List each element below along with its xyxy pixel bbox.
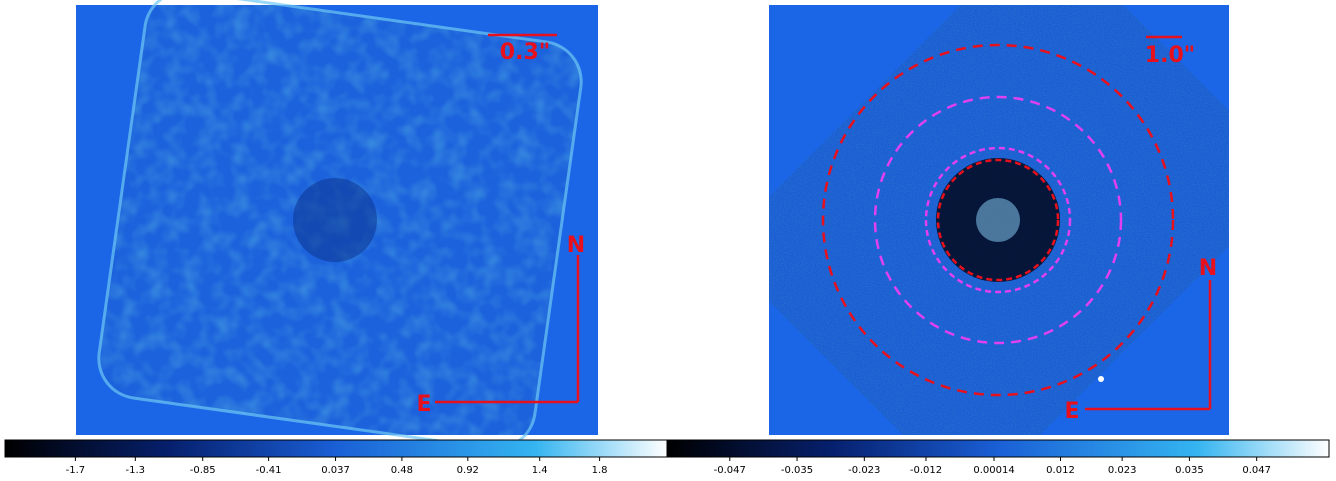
colorbar — [4, 439, 668, 458]
companion — [1098, 376, 1104, 382]
tick-label: 1.8 — [592, 465, 608, 476]
tick-label: 0.047 — [1242, 465, 1271, 476]
east-label: E — [1064, 399, 1079, 424]
north-label: N — [567, 233, 585, 258]
scale-label: 0.3" — [500, 40, 550, 65]
tick-label: 0.92 — [457, 465, 479, 476]
tick-label: 0.012 — [1046, 465, 1075, 476]
tick-label: 0.48 — [391, 465, 413, 476]
tick-label: -1.3 — [126, 465, 146, 476]
tick-label: 0.023 — [1108, 465, 1137, 476]
tick-label: 0.00014 — [973, 465, 1014, 476]
tick-label: 0.035 — [1175, 465, 1204, 476]
tick-label: -0.023 — [848, 465, 880, 476]
tick-label: -0.047 — [714, 465, 746, 476]
north-label: N — [1199, 256, 1217, 281]
tick-label: -1.7 — [66, 465, 86, 476]
left-edge — [97, 0, 583, 450]
tick-label: -0.012 — [910, 465, 942, 476]
left-texture — [93, 5, 587, 435]
rings — [821, 43, 1175, 397]
tick-label: -0.85 — [190, 465, 216, 476]
tick-label: 1.4 — [532, 465, 548, 476]
tick-label: -0.41 — [256, 465, 282, 476]
east-label: E — [416, 392, 431, 417]
tick-label: 0.037 — [321, 465, 350, 476]
colorbar — [666, 439, 1330, 458]
scale-label: 1.0" — [1145, 43, 1195, 68]
annotations — [435, 33, 1212, 411]
tick-label: -0.035 — [781, 465, 813, 476]
